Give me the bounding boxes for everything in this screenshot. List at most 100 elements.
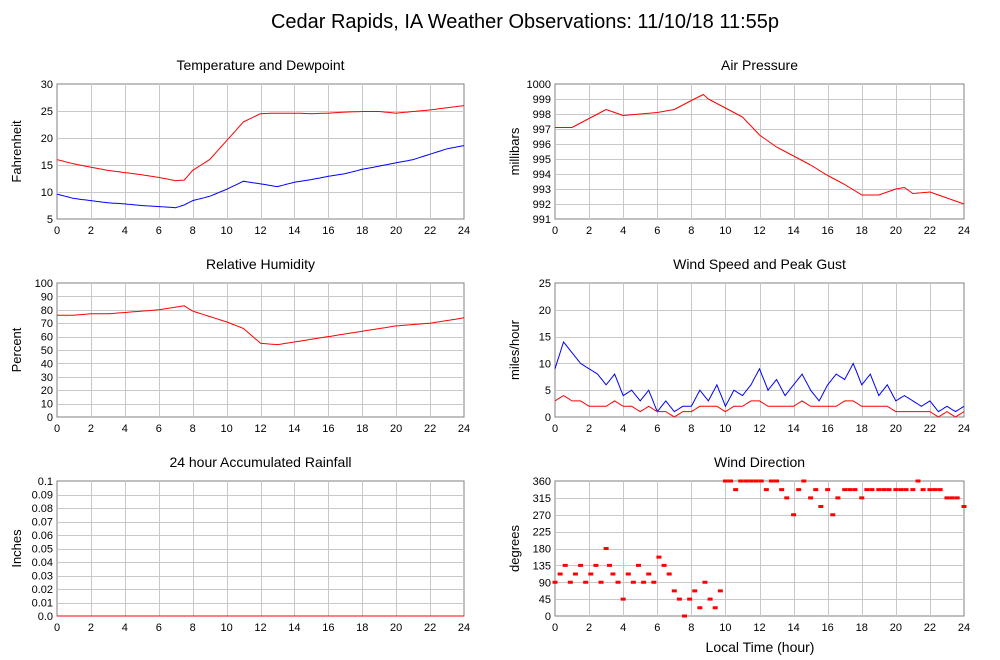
data-point xyxy=(687,597,693,601)
data-point xyxy=(607,563,613,567)
x-tick-label: 4 xyxy=(122,622,128,634)
y-tick-label: 80 xyxy=(41,305,53,317)
x-tick-label: 22 xyxy=(924,423,936,435)
x-tick-label: 12 xyxy=(254,225,266,237)
x-tick-label: 24 xyxy=(458,423,470,435)
data-point xyxy=(557,572,563,576)
data-point xyxy=(876,488,882,492)
y-tick-label: 0 xyxy=(545,611,551,623)
y-tick-label: 0.05 xyxy=(32,544,53,556)
data-point xyxy=(869,488,875,492)
x-tick-label: 14 xyxy=(288,622,300,634)
data-point xyxy=(598,580,604,584)
x-tick-label: 20 xyxy=(390,622,402,634)
data-point xyxy=(738,479,744,483)
y-tick-label: 20 xyxy=(41,133,53,145)
y-tick-label: 995 xyxy=(533,154,551,166)
data-point xyxy=(932,488,938,492)
data-point xyxy=(864,488,870,492)
x-tick-label: 0 xyxy=(54,423,60,435)
y-tick-label: 993 xyxy=(533,184,551,196)
data-point xyxy=(893,488,899,492)
y-tick-label: 10 xyxy=(41,399,53,411)
x-tick-label: 20 xyxy=(390,423,402,435)
y-tick-label: 0.06 xyxy=(32,530,53,542)
x-tick-label: 6 xyxy=(654,423,660,435)
y-tick-label: 100 xyxy=(35,278,53,290)
y-tick-label: 0.02 xyxy=(32,584,53,596)
x-tick-label: 14 xyxy=(787,423,799,435)
data-point xyxy=(835,496,841,500)
y-tick-label: 0.03 xyxy=(32,571,53,583)
data-point xyxy=(842,488,848,492)
chart-title: 24 hour Accumulated Rainfall xyxy=(169,454,351,470)
chart-title: Air Pressure xyxy=(721,57,798,73)
y-tick-label: 991 xyxy=(533,214,551,226)
x-tick-label: 10 xyxy=(220,622,232,634)
data-point xyxy=(954,496,960,500)
data-point xyxy=(898,488,904,492)
x-tick-label: 0 xyxy=(54,225,60,237)
x-tick-label: 24 xyxy=(458,225,470,237)
data-point xyxy=(661,563,667,567)
x-tick-label: 16 xyxy=(322,423,334,435)
series-line xyxy=(56,105,465,182)
x-tick-label: 6 xyxy=(156,622,162,634)
data-point xyxy=(692,589,698,593)
data-point xyxy=(702,580,708,584)
data-point xyxy=(646,572,652,576)
chart-title: Temperature and Dewpoint xyxy=(176,57,344,73)
y-tick-label: 50 xyxy=(41,345,53,357)
chart-title: Wind Direction xyxy=(714,454,805,470)
data-point xyxy=(748,479,754,483)
data-point xyxy=(636,563,642,567)
data-point xyxy=(728,479,734,483)
x-tick-label: 22 xyxy=(924,225,936,237)
y-tick-label: 996 xyxy=(533,139,551,151)
data-point xyxy=(743,479,749,483)
data-point xyxy=(920,488,926,492)
y-tick-label: 0.01 xyxy=(32,598,53,610)
x-tick-label: 6 xyxy=(156,423,162,435)
data-point xyxy=(588,572,594,576)
y-tick-label: 180 xyxy=(533,544,551,556)
y-tick-label: 25 xyxy=(539,278,551,290)
data-point xyxy=(852,488,858,492)
x-tick-label: 24 xyxy=(958,225,970,237)
x-tick-label: 2 xyxy=(88,423,94,435)
x-tick-label: 18 xyxy=(856,423,868,435)
y-tick-label: 992 xyxy=(533,199,551,211)
data-point xyxy=(927,488,933,492)
x-tick-label: 18 xyxy=(356,225,368,237)
data-point xyxy=(593,563,599,567)
data-point xyxy=(944,496,950,500)
series-line xyxy=(554,340,965,413)
data-point xyxy=(784,496,790,500)
plot-area xyxy=(56,480,465,617)
y-tick-label: 10 xyxy=(539,358,551,370)
data-point xyxy=(915,479,921,483)
data-point xyxy=(937,488,943,492)
data-point xyxy=(603,547,609,550)
data-point xyxy=(768,479,774,483)
data-point xyxy=(796,488,802,492)
data-point xyxy=(712,606,718,610)
chart-title: Wind Speed and Peak Gust xyxy=(673,256,846,272)
y-tick-label: 20 xyxy=(539,305,551,317)
y-axis-label: degrees xyxy=(507,525,522,572)
x-tick-label: 8 xyxy=(190,622,196,634)
x-tick-label: 20 xyxy=(890,225,902,237)
data-point xyxy=(682,614,688,618)
x-tick-label: 8 xyxy=(190,225,196,237)
data-point xyxy=(903,488,909,492)
x-tick-label: 4 xyxy=(620,225,626,237)
x-tick-label: 2 xyxy=(586,622,592,634)
data-point xyxy=(567,580,573,584)
data-point xyxy=(818,505,824,508)
data-point xyxy=(625,572,631,576)
x-tick-label: 18 xyxy=(356,423,368,435)
